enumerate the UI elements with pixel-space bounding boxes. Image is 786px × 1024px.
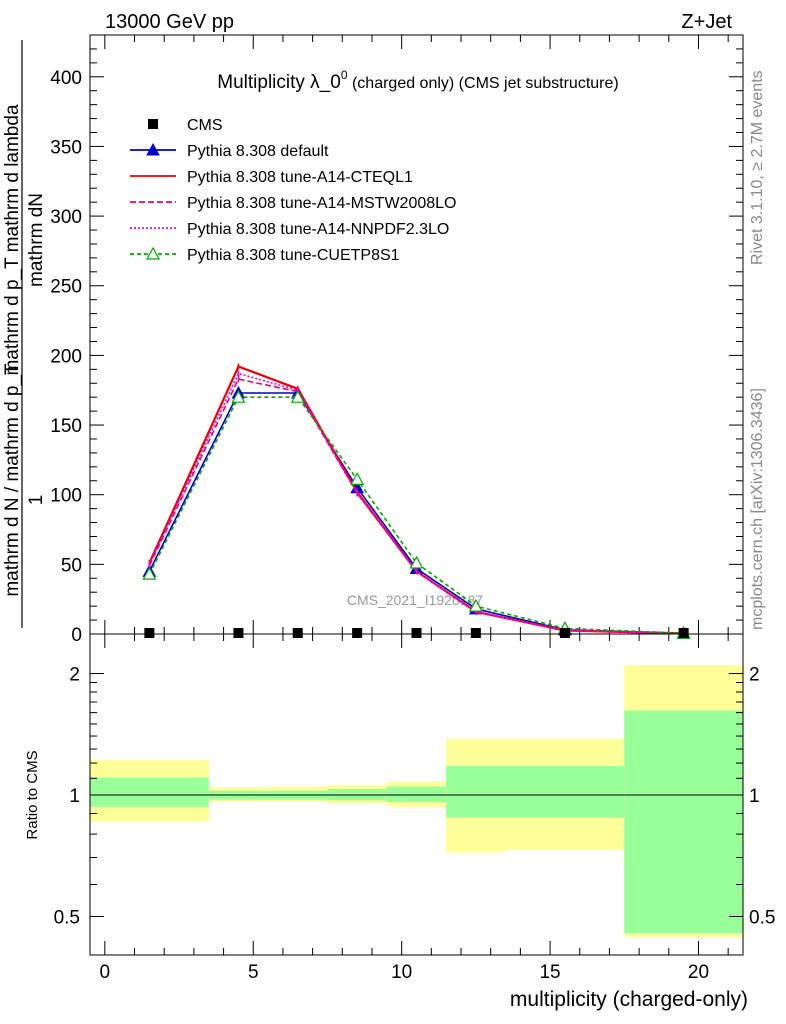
cms-data-point: [233, 628, 244, 638]
main-data-points: [144, 628, 689, 638]
series-line-4: [148, 372, 684, 635]
ratio-ytick-label-right: 0.5: [749, 907, 775, 928]
cms-data-point: [470, 628, 481, 638]
main-ytick-label: 250: [50, 277, 82, 298]
mcplots-label: mcplots.cern.ch [arXiv:1306.3436]: [749, 388, 766, 630]
ratio-ytick-label-right: 2: [749, 665, 760, 686]
x-axis-label: multiplicity (charged-only): [510, 988, 748, 1011]
legend-marker: [146, 142, 160, 156]
rivet-label: Rivet 3.1.10, ≥ 2.7M events: [749, 70, 766, 265]
legend-marker: [148, 119, 158, 129]
main-ytick-label: 400: [50, 68, 82, 89]
ratio-xtick-label: 10: [391, 962, 412, 983]
series-5-point: [290, 389, 305, 403]
ylabel-bottom2: mathrm d N / mathrm d p_T: [2, 363, 23, 597]
title-sup: 0: [341, 68, 348, 82]
main-ytick-label: 200: [50, 346, 82, 367]
title-main: Multiplicity λ_0: [217, 72, 341, 93]
ylabel-bottom: mathrm d p_T mathrm d lambda: [2, 104, 23, 375]
ylabel-top2: 1: [26, 495, 47, 506]
main-ytick-label: 0: [71, 625, 82, 646]
ratio-panel: 0.5 0.5 1 1 2 2 0 5 10 15 20 Ratio to CMS multipl…: [24, 633, 776, 1011]
legend-label: CMS: [187, 117, 223, 134]
ratio-ytick-label: 2: [69, 665, 80, 686]
legend-label: Pythia 8.308 tune-A14-NNPDF2.3LO: [187, 221, 449, 238]
ratio-xtick-label: 15: [539, 962, 560, 983]
series-5-point: [409, 555, 424, 569]
ratio-band-stat: [624, 710, 743, 933]
main-y-ticks: 0 50 100 150 200 250 300 350 400: [50, 34, 743, 646]
ratio-band-stat: [90, 777, 209, 807]
ratio-band-stat: [386, 786, 447, 803]
cms-data-point: [292, 628, 303, 638]
ratio-ytick-label-right: 1: [749, 786, 760, 807]
ratio-bands: [90, 664, 743, 937]
main-ytick-label: 350: [50, 137, 82, 158]
cms-data-point: [352, 628, 363, 638]
cms-data-point: [144, 628, 155, 638]
cms-data-point: [411, 628, 422, 638]
header-right: Z+Jet: [681, 11, 732, 33]
ylabel-top: mathrm dN: [26, 193, 47, 287]
ratio-ytick-label: 0.5: [54, 907, 80, 928]
ratio-band-stat: [505, 765, 625, 818]
main-ytick-label: 50: [61, 555, 82, 576]
series-5-point: [468, 598, 483, 612]
legend: CMS Pythia 8.308 default Pythia 8.308 tune…: [130, 117, 456, 264]
main-ytick-label: 100: [50, 486, 82, 507]
ratio-xtick-label: 0: [100, 962, 111, 983]
ratio-ytick-label: 1: [69, 786, 80, 807]
main-ytick-label: 150: [50, 416, 82, 437]
series-5-point: [350, 472, 365, 485]
ratio-xtick-label: 20: [688, 962, 709, 983]
ratio-x-ticks: 0 5 10 15 20: [100, 634, 729, 983]
header-left: 13000 GeV pp: [105, 11, 234, 33]
main-y-label: mathrm dN 1 mathrm d p_T mathrm d lambda…: [2, 40, 47, 628]
main-title: Multiplicity λ_00 (charged only) (CMS je…: [217, 68, 618, 93]
legend-label: Pythia 8.308 tune-A14-CTEQL1: [187, 169, 413, 186]
main-ytick-label: 300: [50, 207, 82, 228]
ratio-band-stat: [446, 765, 506, 818]
series-5-point: [142, 566, 157, 580]
watermark: CMS_2021_I1920187: [347, 592, 483, 608]
ratio-y-ticks: 0.5 0.5 1 1 2 2: [54, 665, 776, 929]
cms-data-point: [559, 628, 570, 638]
main-panel: 0 50 100 150 200 250 300 350 400 Multiplicity λ_…: [50, 34, 744, 646]
legend-label: Pythia 8.308 default: [187, 143, 329, 160]
cms-data-point: [678, 628, 689, 638]
ratio-ylabel: Ratio to CMS: [24, 750, 41, 839]
legend-label: Pythia 8.308 tune-A14-MSTW2008LO: [187, 195, 456, 212]
ratio-xtick-label: 5: [248, 962, 259, 983]
legend-marker: [145, 246, 161, 260]
series-5-point: [231, 389, 246, 403]
series-line-5: [148, 396, 684, 634]
legend-label: Pythia 8.308 tune-CUETP8S1: [187, 247, 400, 264]
title-sub: (charged only) (CMS jet substructure): [348, 75, 619, 92]
